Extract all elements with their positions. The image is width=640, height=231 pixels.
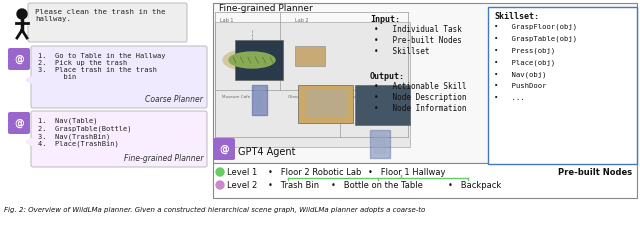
Text: @: @ — [14, 54, 24, 64]
Text: @: @ — [14, 118, 24, 128]
Text: Level 1: Level 1 — [227, 168, 257, 177]
Text: •   Floor 2 Robotic Lab: • Floor 2 Robotic Lab — [268, 168, 362, 177]
FancyBboxPatch shape — [215, 22, 410, 147]
Text: Input:: Input: — [370, 15, 400, 24]
Text: •   Bottle on the Table: • Bottle on the Table — [331, 181, 423, 190]
Text: GPT4 Agent: GPT4 Agent — [238, 147, 296, 157]
Text: @: @ — [219, 144, 229, 154]
FancyBboxPatch shape — [235, 40, 283, 80]
FancyBboxPatch shape — [488, 7, 637, 164]
Text: Glass Room 1: Glass Room 1 — [288, 95, 316, 99]
Polygon shape — [26, 138, 33, 146]
FancyBboxPatch shape — [298, 85, 353, 123]
FancyBboxPatch shape — [31, 111, 207, 167]
FancyBboxPatch shape — [8, 48, 30, 70]
Text: Skillset:: Skillset: — [494, 12, 539, 21]
Text: Fine-grained Planner: Fine-grained Planner — [124, 154, 203, 163]
FancyBboxPatch shape — [213, 163, 637, 198]
Circle shape — [17, 9, 27, 19]
FancyBboxPatch shape — [305, 90, 347, 118]
Text: Fine-grained Planner: Fine-grained Planner — [219, 4, 313, 13]
Text: •   GraspFloor(obj): • GraspFloor(obj) — [494, 23, 577, 30]
Text: Lab 1: Lab 1 — [220, 18, 234, 23]
Ellipse shape — [229, 52, 275, 68]
FancyBboxPatch shape — [28, 3, 187, 42]
Text: •   Trash Bin: • Trash Bin — [268, 181, 319, 190]
Text: •   GraspTable(obj): • GraspTable(obj) — [494, 35, 577, 42]
Text: •   Actionable Skill: • Actionable Skill — [374, 82, 467, 91]
Text: •   ...: • ... — [494, 95, 525, 101]
Text: •   Backpack: • Backpack — [448, 181, 501, 190]
FancyBboxPatch shape — [31, 46, 207, 108]
Text: Fig. 2: Overview of WildLMa planner. Given a constructed hierarchical scene grap: Fig. 2: Overview of WildLMa planner. Giv… — [4, 207, 425, 213]
Ellipse shape — [223, 49, 281, 71]
Text: •   Nav(obj): • Nav(obj) — [494, 71, 547, 77]
Text: •   Pre-built Nodes: • Pre-built Nodes — [374, 36, 462, 45]
FancyBboxPatch shape — [213, 138, 235, 160]
Polygon shape — [26, 76, 33, 84]
Text: •   Skillset: • Skillset — [374, 47, 429, 56]
FancyBboxPatch shape — [295, 46, 325, 66]
Text: Museum Café: Museum Café — [222, 95, 250, 99]
FancyBboxPatch shape — [213, 3, 637, 163]
Text: 1.  Go to Table in the Hallway
2.  Pick up the trash
3.  Place trash in the tras: 1. Go to Table in the Hallway 2. Pick up… — [38, 53, 166, 80]
Text: Lab 2: Lab 2 — [295, 18, 308, 23]
Text: •   Place(obj): • Place(obj) — [494, 59, 556, 66]
Text: •   Individual Task: • Individual Task — [374, 25, 462, 34]
Text: 1.  Nav(Table)
2.  GraspTable(Bottle)
3.  Nav(TrashBin)
4.  Place(TrashBin): 1. Nav(Table) 2. GraspTable(Bottle) 3. N… — [38, 118, 131, 147]
Circle shape — [216, 181, 224, 189]
Text: Output:: Output: — [370, 72, 405, 81]
Text: •   Node Description: • Node Description — [374, 93, 467, 102]
Circle shape — [216, 168, 224, 176]
FancyBboxPatch shape — [355, 85, 410, 125]
Text: •   Node Information: • Node Information — [374, 104, 467, 113]
FancyBboxPatch shape — [8, 112, 30, 134]
Text: Please clean the trash in the
hallway.: Please clean the trash in the hallway. — [35, 9, 166, 22]
Text: •   Press(obj): • Press(obj) — [494, 47, 556, 54]
Text: Glass Room 2: Glass Room 2 — [346, 95, 374, 99]
Text: Level 2: Level 2 — [227, 181, 257, 190]
Polygon shape — [24, 18, 30, 26]
Text: •   Floor 1 Hallway: • Floor 1 Hallway — [368, 168, 445, 177]
Text: •   PushDoor: • PushDoor — [494, 83, 547, 89]
Text: Coarse Planner: Coarse Planner — [145, 95, 203, 104]
Text: Pre-built Nodes: Pre-built Nodes — [558, 168, 632, 177]
